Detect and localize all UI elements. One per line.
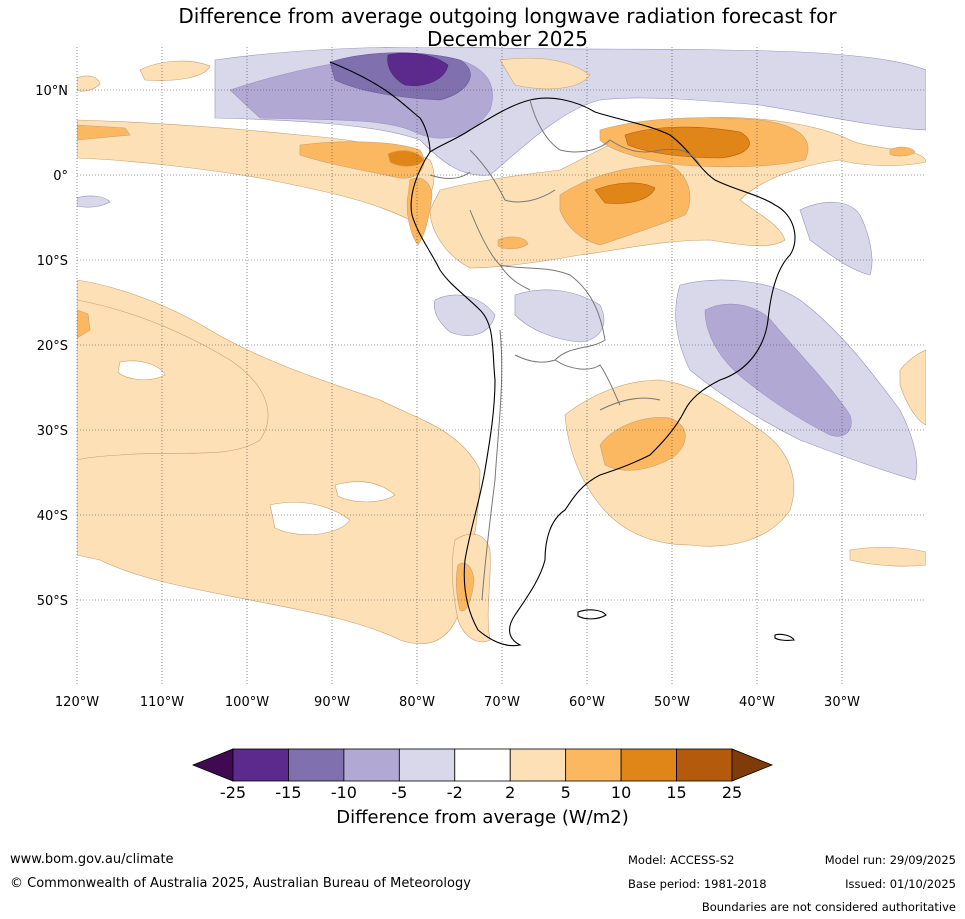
title-line-1: Difference from average outgoing longwav…	[178, 4, 837, 28]
footer-issued: Issued: 01/10/2025	[845, 877, 956, 891]
footer-model: Model: ACCESS-S2	[628, 853, 735, 867]
uruguay-positive-mid	[599, 417, 686, 471]
pacific-cutout-3	[334, 481, 396, 503]
country-boundaries	[429, 99, 701, 601]
caribbean-negative-core	[387, 52, 449, 86]
colorbar-tick-label: -25	[220, 783, 246, 802]
boundary-ecuador	[429, 171, 471, 179]
guiana-positive-strong	[624, 126, 750, 159]
falklands	[577, 609, 607, 620]
east-atlantic-positive	[899, 349, 926, 426]
lon-label: 60°W	[569, 695, 605, 710]
pacific-small-patch	[77, 309, 91, 339]
boundary-chile-argentina	[481, 329, 503, 601]
footer-base-period: Base period: 1981-2018	[628, 877, 767, 891]
equatorial-band-deep	[387, 150, 425, 167]
west-pacific-light-purple	[77, 195, 111, 208]
colorbar-label: Difference from average (W/m2)	[336, 807, 629, 828]
lon-label: 30°W	[824, 695, 860, 710]
colorbar-min-arrow	[191, 748, 234, 782]
lat-label: 20°S	[37, 339, 68, 354]
amazon-positive-mid	[559, 164, 691, 246]
title-line-2: December 2025	[427, 27, 588, 51]
lon-label: 40°W	[739, 695, 775, 710]
colorbar-tick-label: 25	[722, 783, 742, 802]
lon-label: 90°W	[314, 695, 350, 710]
sacz-negative-mid	[704, 303, 852, 437]
colorbar-tick-label: -2	[447, 783, 463, 802]
central-america-coastline	[329, 61, 431, 153]
colorbar-swatch	[343, 748, 400, 782]
lon-label: 50°W	[654, 695, 690, 710]
lon-label: 120°W	[55, 695, 99, 710]
equatorial-west-orange	[77, 124, 131, 141]
colorbar-tick-label: 15	[666, 783, 686, 802]
lon-label: 100°W	[225, 695, 269, 710]
colorbar-tick-label: -15	[275, 783, 301, 802]
bolivia-orange-spot	[497, 236, 529, 250]
south-east-positive	[849, 547, 926, 567]
sacz-north-patch	[799, 201, 873, 276]
lat-label: 10°N	[35, 84, 68, 99]
south-atlantic-positive	[564, 379, 794, 547]
boundary-venezuela	[529, 99, 611, 153]
lon-label: 80°W	[399, 695, 435, 710]
footer-boundaries-note: Boundaries are not considered authoritat…	[701, 900, 956, 914]
colorbar-swatch	[454, 748, 511, 782]
lat-label: 10°S	[37, 254, 68, 269]
colorbar-swatch	[288, 748, 345, 782]
colorbar-swatch	[565, 748, 622, 782]
colorbar-max-arrow	[731, 748, 774, 782]
boundary-guianas	[609, 139, 701, 166]
colorbar-tick-label: 10	[611, 783, 631, 802]
boundary-bolivia	[499, 264, 606, 363]
latitude-labels: 10°N 0° 10°S 20°S 30°S 40°S 50°S	[35, 84, 68, 609]
colorbar-swatch	[620, 748, 677, 782]
pacific-positive-anomaly-west	[77, 299, 269, 461]
peru-orange	[406, 177, 433, 246]
south-america-coastline	[410, 97, 796, 647]
atlantic-orange-spot	[889, 146, 916, 157]
colorbar-swatch	[509, 748, 567, 782]
colorbar-tick-label: 5	[561, 783, 571, 802]
south-georgia	[774, 633, 795, 641]
boundary-paraguay	[554, 359, 621, 406]
graticule	[76, 47, 926, 684]
lat-label: 50°S	[37, 594, 68, 609]
colorbar-swatch	[676, 748, 733, 782]
lat-label: 0°	[53, 169, 68, 184]
footer-url[interactable]: www.bom.gov.au/climate	[10, 852, 174, 867]
lat-label: 40°S	[37, 509, 68, 524]
longitude-labels: 120°W 110°W 100°W 90°W 80°W 70°W 60°W 50…	[55, 695, 860, 710]
north-orange-patch-2	[499, 57, 591, 90]
interior-negative	[514, 289, 605, 343]
lon-label: 70°W	[484, 695, 520, 710]
colorbar-tick-label: -5	[391, 783, 407, 802]
map-title: Difference from average outgoing longwav…	[0, 5, 965, 51]
equatorial-band-orange	[299, 141, 425, 179]
footer-copyright: © Commonwealth of Australia 2025, Austra…	[10, 876, 471, 891]
amazon-positive-strong	[594, 182, 656, 204]
lat-label: 30°S	[37, 424, 68, 439]
lon-label: 110°W	[140, 695, 184, 710]
coastlines	[329, 61, 796, 647]
nw-orange-islet	[77, 75, 101, 92]
north-orange-patch	[139, 60, 211, 81]
boundary-brazil-uruguay	[599, 397, 661, 411]
anomaly-shading	[77, 47, 926, 644]
colorbar-swatch	[232, 748, 289, 782]
colorbar: -25 -15 -10 -5 -2 2 5 10 15 25	[191, 748, 774, 802]
colorbar-swatch	[398, 748, 456, 782]
colorbar-tick-label: 2	[505, 783, 515, 802]
colorbar-tick-label: -10	[331, 783, 357, 802]
pacific-cutout-2	[269, 502, 351, 535]
boundary-colombia-brazil	[469, 149, 556, 203]
footer-model-run: Model run: 29/09/2025	[824, 853, 956, 867]
pacific-cutout-1	[117, 360, 166, 380]
